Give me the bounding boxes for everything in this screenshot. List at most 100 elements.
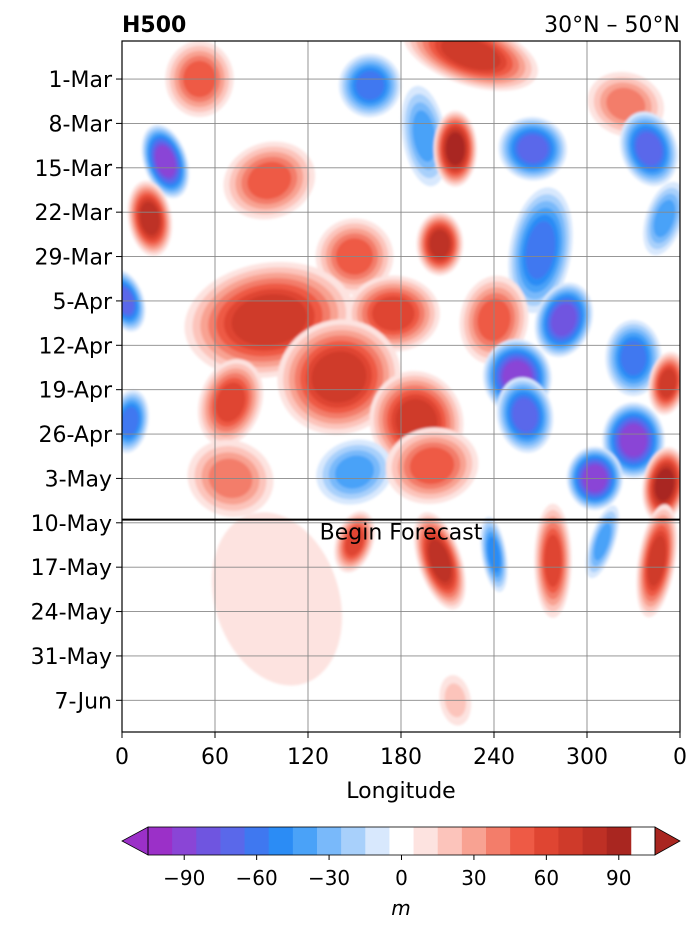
colorbar-segment [172,827,197,855]
anomaly-center [416,212,464,276]
colorbar-segment [196,827,221,855]
colorbar-segment [437,827,463,855]
contour-band [593,523,612,561]
contour-band [345,527,364,556]
contour-band [355,70,385,100]
y-axis: 1-Mar 8-Mar 15-Mar 22-Mar 29-Mar 5-Apr 12-Apr 1… [31,68,122,714]
y-tick-label: 29-Mar [35,246,113,271]
colorbar-segment [558,827,583,855]
colorbar-segment [365,827,390,855]
x-tick-label: 60 [201,745,229,770]
contour-band [647,535,666,586]
plot-area: Begin Forecast [121,40,681,733]
contour-band [231,294,307,346]
colorbar-tick-label: 90 [606,866,631,890]
colorbar-tick-label: 0 [395,866,408,890]
anomaly-center [498,117,567,181]
anomaly-center [223,141,316,220]
anomaly-center [338,53,402,118]
contour-band [655,468,674,501]
y-tick-label: 31-May [31,645,112,670]
anomaly-center [643,181,680,256]
anomaly-center [534,503,572,618]
colorbar-segment [389,827,414,855]
contour-band [525,221,556,280]
colorbar-segment [582,827,608,855]
contour-band [606,87,646,121]
x-tick-label: 240 [473,745,515,770]
colorbar-segment [461,827,487,855]
anomaly-center [413,512,466,610]
colorbar-segment [244,827,270,855]
colorbar: −90 −60 −30 0 30 60 90 [121,826,681,890]
y-tick-label: 1-Mar [49,68,113,93]
anomaly-center [508,187,573,314]
contour-band [122,407,139,436]
contour-band [636,132,662,166]
anomaly-center [334,511,375,573]
contour-band [155,145,176,177]
x-axis-label: Longitude [346,779,455,804]
contour-band [517,134,548,163]
colorbar-segment [341,827,366,855]
colorbar-tick-label: −30 [308,866,350,890]
colorbar-tick-label: 30 [461,866,486,890]
y-tick-label: 17-May [31,556,112,581]
y-tick-label: 10-May [31,512,112,537]
contour-band [446,132,465,165]
y-tick-label: 12-Apr [38,334,112,359]
x-axis: 0 60 120 180 240 300 0 [115,732,687,770]
anomaly-center [403,41,538,91]
colorbar-extend-over [654,826,681,856]
anomaly-center [277,319,401,435]
anomaly-center [127,180,173,257]
anomaly-center [585,505,620,579]
contour-band [247,161,292,200]
x-tick-label: 0 [115,745,129,770]
colorbar-extend-under [121,826,149,856]
y-tick-label: 19-Apr [38,379,112,404]
anomaly-center [346,275,440,352]
contour-band [441,41,501,71]
y-tick-label: 5-Apr [52,290,112,315]
x-tick-label: 300 [566,745,608,770]
anomaly-center [316,439,393,505]
colorbar-segment [486,827,511,855]
anomaly-center [385,427,479,504]
contour-band [334,455,375,489]
colorbar-segment [148,827,173,855]
contour-band [620,424,647,457]
anomaly-field [122,41,680,726]
colorbar-segment [292,827,318,855]
contour-band [372,296,415,331]
colorbar-tick-label: −60 [236,866,278,890]
contour-band [659,369,676,398]
colorbar-segment [510,827,535,855]
contour-band [215,382,246,423]
colorbar-segment [317,827,342,855]
colorbar-segment [534,827,559,855]
colorbar-segment [413,827,439,855]
anomaly-center [211,512,343,686]
forecast-marker: Begin Forecast [122,518,680,546]
contour-band [653,199,676,238]
contour-band [140,202,160,235]
colorbar-tick-label: −90 [163,866,205,890]
y-tick-label: 15-Mar [35,157,113,182]
contour-band [429,230,450,258]
anomaly-center [122,389,149,453]
colorbar-segment [606,827,632,855]
x-tick-label: 120 [287,745,329,770]
contour-band [409,447,455,485]
anomaly-center [141,124,190,199]
contour-band [211,512,343,686]
x-tick-label: 0 [673,745,687,770]
contour-band [551,303,577,336]
chart-title-right: 30°N – 50°N [544,13,680,38]
colorbar-segment [220,827,245,855]
contour-band [544,534,562,587]
anomaly-center [433,110,477,187]
forecast-annotation: Begin Forecast [320,521,483,546]
y-tick-label: 7-Jun [54,689,112,714]
